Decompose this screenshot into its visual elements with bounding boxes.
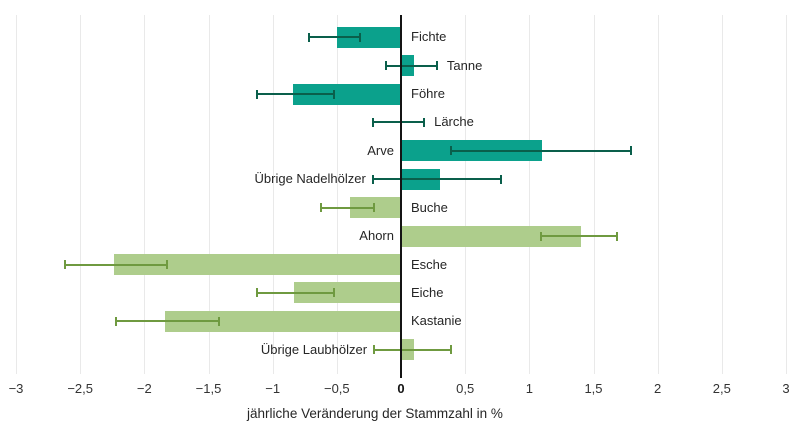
- error-bar: [372, 178, 502, 181]
- error-bar: [451, 149, 631, 152]
- gridline: [657, 15, 659, 374]
- error-bar-cap: [115, 316, 118, 326]
- zero-axis-line: [400, 15, 402, 378]
- error-bar: [321, 206, 375, 209]
- x-tick-label: −3: [8, 381, 24, 396]
- error-bar-cap: [373, 345, 376, 355]
- gridline: [79, 15, 81, 374]
- error-bar-cap: [333, 288, 336, 298]
- error-bar-cap: [307, 32, 310, 42]
- x-tick-label: 0: [397, 381, 405, 396]
- category-label: Kastanie: [411, 313, 462, 329]
- gridline: [272, 15, 274, 374]
- x-tick-label: 1,5: [584, 381, 603, 396]
- error-bar-cap: [63, 260, 66, 270]
- category-label: Buche: [411, 199, 448, 215]
- category-label: Lärche: [434, 114, 474, 130]
- error-bar: [385, 64, 437, 67]
- gridline: [528, 15, 530, 374]
- x-tick-label: 3: [782, 381, 790, 396]
- bar-Buche: [349, 197, 401, 219]
- category-label: Arve: [367, 142, 394, 158]
- error-bar: [257, 291, 335, 294]
- error-bar-cap: [373, 203, 376, 213]
- bar-Ahorn: [401, 225, 581, 247]
- category-label: Tanne: [446, 57, 483, 73]
- gridline: [143, 15, 145, 374]
- error-bar-cap: [256, 288, 259, 298]
- gridline: [721, 15, 723, 374]
- error-bar-cap: [384, 61, 387, 71]
- error-bar-cap: [450, 345, 453, 355]
- bar-Fichte: [336, 26, 401, 48]
- error-bar-cap: [371, 117, 374, 127]
- category-label: Übrige Laubhölzer: [260, 341, 368, 357]
- error-bar-cap: [358, 32, 361, 42]
- x-tick-label: −1,5: [195, 381, 222, 396]
- bar-Föhre: [293, 83, 401, 105]
- x-tick-label: −2,5: [67, 381, 93, 396]
- bar-Kastanie: [164, 310, 401, 332]
- error-bar-cap: [371, 174, 374, 184]
- x-tick-label: 1: [525, 381, 533, 396]
- error-bar: [308, 36, 360, 39]
- error-bar-cap: [615, 231, 618, 241]
- category-label: Esche: [411, 256, 448, 272]
- gridline: [336, 15, 338, 374]
- gridline: [15, 15, 17, 374]
- error-bar: [257, 93, 335, 96]
- error-bar-cap: [435, 61, 438, 71]
- category-label: Übrige Nadelhölzer: [254, 171, 366, 187]
- gridline: [464, 15, 466, 374]
- error-bar-cap: [217, 316, 220, 326]
- x-tick-label: −2: [136, 381, 152, 396]
- error-bar-cap: [539, 231, 542, 241]
- error-bar-cap: [166, 260, 169, 270]
- error-bar-cap: [500, 174, 503, 184]
- x-tick-label: −1: [265, 381, 281, 396]
- category-label: Eiche: [411, 284, 444, 300]
- gridline: [785, 15, 787, 374]
- x-axis-title: jährliche Veränderung der Stammzahl in %: [247, 406, 503, 421]
- gridline: [593, 15, 595, 374]
- bar-Esche: [113, 254, 401, 276]
- category-label: Ahorn: [359, 228, 394, 244]
- category-label: Fichte: [411, 29, 447, 45]
- error-bar: [64, 263, 168, 266]
- error-bar-cap: [629, 146, 632, 156]
- error-bar: [540, 235, 617, 238]
- error-bar: [116, 320, 219, 323]
- category-label: Föhre: [411, 86, 445, 102]
- bar-Eiche: [294, 282, 401, 304]
- gridline: [208, 15, 210, 374]
- error-bar-cap: [333, 89, 336, 99]
- error-bar: [374, 348, 452, 351]
- error-bar-cap: [256, 89, 259, 99]
- x-tick-label: 2: [654, 381, 662, 396]
- error-bar-cap: [450, 146, 453, 156]
- x-tick-label: 2,5: [712, 381, 731, 396]
- x-tick-label: −0,5: [323, 381, 350, 396]
- error-bar: [372, 121, 425, 124]
- x-tick-label: 0,5: [456, 381, 475, 396]
- error-bar-cap: [320, 203, 323, 213]
- error-bar-cap: [423, 117, 426, 127]
